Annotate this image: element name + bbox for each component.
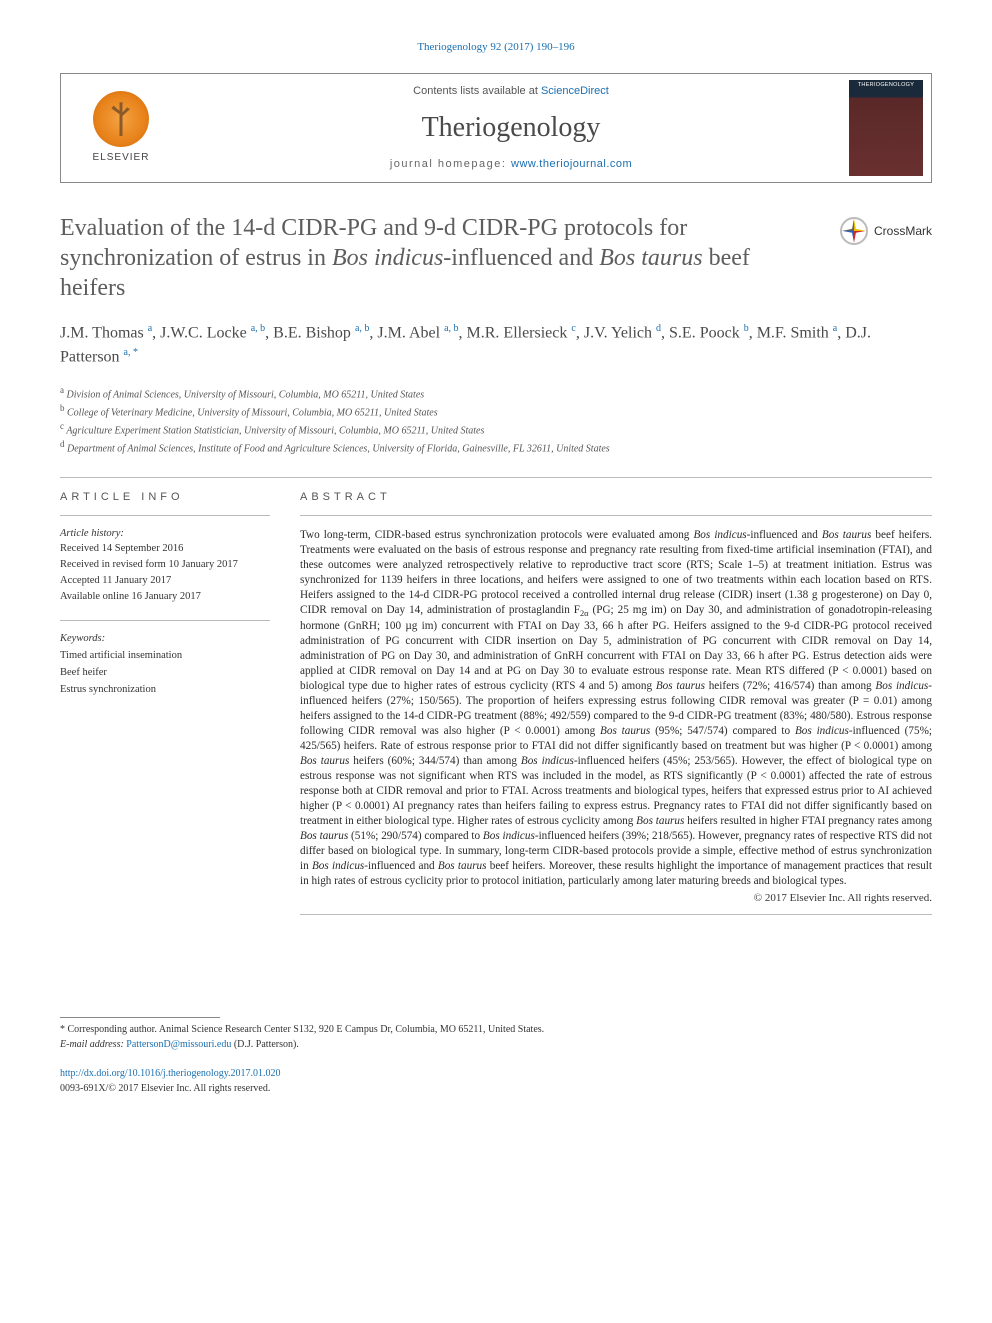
crossmark-label: CrossMark xyxy=(874,223,932,239)
keyword-0: Timed artificial insemination xyxy=(60,650,182,661)
abstract-column: ABSTRACT Two long-term, CIDR-based estru… xyxy=(300,490,932,927)
footnote-rule xyxy=(60,1017,220,1018)
divider xyxy=(60,477,932,478)
keywords-divider xyxy=(60,620,270,621)
keyword-2: Estrus synchronization xyxy=(60,684,156,695)
abstract-divider xyxy=(300,515,932,516)
journal-title: Theriogenology xyxy=(422,109,601,147)
authors-list: J.M. Thomas a, J.W.C. Locke a, b, B.E. B… xyxy=(60,321,932,370)
doi-block: http://dx.doi.org/10.1016/j.theriogenolo… xyxy=(60,1066,932,1096)
email-label: E-mail address: xyxy=(60,1039,126,1050)
header-middle: Contents lists available at ScienceDirec… xyxy=(181,74,841,182)
history-revised: Received in revised form 10 January 2017 xyxy=(60,559,238,570)
elsevier-tree-icon xyxy=(93,91,149,147)
title-row: Evaluation of the 14-d CIDR-PG and 9-d C… xyxy=(60,213,932,303)
email-suffix: (D.J. Patterson). xyxy=(231,1039,299,1050)
article-info-label: ARTICLE INFO xyxy=(60,490,270,505)
issn-line: 0093-691X/© 2017 Elsevier Inc. All right… xyxy=(60,1083,270,1094)
copyright-line: © 2017 Elsevier Inc. All rights reserved… xyxy=(300,891,932,906)
keywords-label: Keywords: xyxy=(60,633,105,644)
keyword-1: Beef heifer xyxy=(60,667,107,678)
cover-thumbnail[interactable] xyxy=(841,74,931,182)
corresponding-author: * Corresponding author. Animal Science R… xyxy=(60,1022,932,1037)
homepage-prefix: journal homepage: xyxy=(390,158,511,170)
history-label: Article history: xyxy=(60,528,124,539)
contents-prefix: Contents lists available at xyxy=(413,85,541,97)
top-citation: Theriogenology 92 (2017) 190–196 xyxy=(60,40,932,55)
doi-link[interactable]: http://dx.doi.org/10.1016/j.theriogenolo… xyxy=(60,1068,281,1079)
two-column-layout: ARTICLE INFO Article history: Received 1… xyxy=(60,490,932,927)
title-p2: -influenced and xyxy=(443,245,599,271)
elsevier-logo[interactable]: ELSEVIER xyxy=(61,74,181,182)
contents-available: Contents lists available at ScienceDirec… xyxy=(413,84,609,99)
cover-image xyxy=(849,80,923,176)
title-i1: Bos indicus xyxy=(332,245,443,271)
history-accepted: Accepted 11 January 2017 xyxy=(60,575,171,586)
corr-email-line: E-mail address: PattersonD@missouri.edu … xyxy=(60,1037,932,1052)
homepage-link[interactable]: www.theriojournal.com xyxy=(511,158,632,170)
affiliations: a Division of Animal Sciences, Universit… xyxy=(60,384,932,457)
crossmark-icon xyxy=(840,217,868,245)
keywords-block: Keywords: Timed artificial insemination … xyxy=(60,631,270,698)
elsevier-label: ELSEVIER xyxy=(93,151,150,165)
info-divider xyxy=(60,515,270,516)
sciencedirect-link[interactable]: ScienceDirect xyxy=(541,85,609,97)
article-history: Article history: Received 14 September 2… xyxy=(60,526,270,605)
journal-header: ELSEVIER Contents lists available at Sci… xyxy=(60,73,932,183)
history-received: Received 14 September 2016 xyxy=(60,543,183,554)
article-title: Evaluation of the 14-d CIDR-PG and 9-d C… xyxy=(60,213,820,303)
crossmark-badge[interactable]: CrossMark xyxy=(840,213,932,245)
history-online: Available online 16 January 2017 xyxy=(60,591,201,602)
article-info-column: ARTICLE INFO Article history: Received 1… xyxy=(60,490,270,927)
footer: * Corresponding author. Animal Science R… xyxy=(60,1017,932,1096)
abstract-bottom-divider xyxy=(300,914,932,915)
abstract-label: ABSTRACT xyxy=(300,490,932,505)
corr-email-link[interactable]: PattersonD@missouri.edu xyxy=(126,1039,231,1050)
abstract-text: Two long-term, CIDR-based estrus synchro… xyxy=(300,528,932,889)
title-i2: Bos taurus xyxy=(599,245,702,271)
journal-homepage: journal homepage: www.theriojournal.com xyxy=(390,157,632,172)
